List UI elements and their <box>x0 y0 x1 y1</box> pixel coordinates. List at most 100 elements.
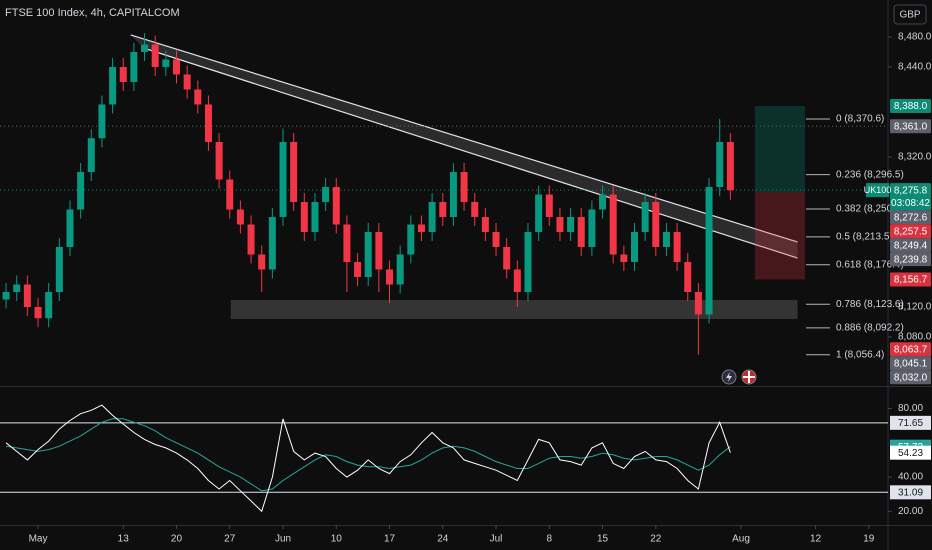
candle-body <box>34 306 42 319</box>
candle-body <box>694 291 702 315</box>
candle-body <box>311 201 319 232</box>
support-zone <box>230 300 798 319</box>
rsi-level-badge <box>890 485 931 500</box>
candle-body <box>535 194 543 232</box>
candle-body <box>417 224 425 232</box>
candle-body <box>55 246 63 292</box>
y-tick-label: 8,320.0 <box>898 152 932 163</box>
price-marker <box>890 119 931 134</box>
candle-body <box>609 194 617 255</box>
rsi-last-badge <box>890 445 931 460</box>
currency-label: GBP <box>899 10 920 21</box>
candle-body <box>705 186 713 315</box>
x-tick-label: Jul <box>490 534 503 545</box>
candle-body <box>66 209 74 247</box>
chart-title: FTSE 100 Index, 4h, CAPITALCOM <box>5 7 180 19</box>
x-tick-label: 24 <box>437 534 449 545</box>
fib-label: 0.5 (8,213.5) <box>836 232 893 243</box>
candle-body <box>684 261 692 292</box>
candle-body <box>407 224 415 255</box>
candle-body <box>673 231 681 262</box>
currency-box[interactable] <box>893 4 927 25</box>
candle-body <box>215 141 223 180</box>
candle-body <box>183 74 191 90</box>
price-marker <box>890 98 931 113</box>
candle-body <box>503 246 511 270</box>
price-marker <box>890 370 931 385</box>
candle-body <box>194 89 202 105</box>
x-tick-label: May <box>29 534 48 545</box>
candle-body <box>247 224 255 255</box>
fib-label: 0.618 (8,176.4) <box>836 259 904 270</box>
x-tick-label: 17 <box>384 534 396 545</box>
x-tick-label: 20 <box>171 534 183 545</box>
candle-body <box>588 209 596 247</box>
candle-body <box>45 291 53 319</box>
candle-body <box>268 216 276 270</box>
candle-body <box>23 284 31 307</box>
candle-body <box>119 66 127 82</box>
candle-body <box>162 59 170 67</box>
candle-body <box>577 216 585 247</box>
candle-body <box>599 194 607 210</box>
candle-body <box>151 44 159 67</box>
candle-body <box>567 216 575 232</box>
candle-body <box>439 201 447 217</box>
candle-body <box>77 171 85 210</box>
candle-body <box>545 194 553 217</box>
position-stop-zone <box>754 192 805 280</box>
rsi-level-badge <box>890 415 931 430</box>
rsi-tick-label: 80.00 <box>898 403 923 414</box>
candle-body <box>556 216 564 232</box>
price-marker-label: 8,272.6 <box>894 212 928 223</box>
candle-body <box>375 231 383 270</box>
rsi-level-label: 31.09 <box>898 487 923 498</box>
candle-body <box>109 66 117 105</box>
candle-body <box>141 44 149 52</box>
channel-fill <box>130 34 798 259</box>
candle-body <box>2 291 10 300</box>
x-tick-label: 27 <box>224 534 236 545</box>
candle-body <box>449 171 457 217</box>
candle-body <box>630 231 638 262</box>
rsi-line <box>5 404 731 513</box>
trend-line <box>143 47 798 259</box>
candle-body <box>471 201 479 217</box>
price-marker-label: 8,032.0 <box>894 372 928 383</box>
price-marker-label: 8,275.8 <box>894 185 928 196</box>
candle-body <box>322 186 330 202</box>
price-marker-label: 8,239.8 <box>894 254 928 265</box>
x-tick-label: 15 <box>597 534 609 545</box>
candle-body <box>98 104 106 139</box>
fib-label: 0.382 (8,250.6) <box>836 204 904 215</box>
candle-body <box>332 186 340 225</box>
candle-body <box>726 141 734 191</box>
x-tick-label: 8 <box>547 534 553 545</box>
price-marker-label: 8,388.0 <box>894 101 928 112</box>
countdown-label: 03:08:42 <box>891 198 930 209</box>
x-tick-label: 13 <box>118 534 130 545</box>
symbol-badge <box>866 183 889 198</box>
price-marker-label: 8,249.4 <box>894 240 928 251</box>
candle-body <box>428 201 436 232</box>
candle-body <box>258 254 266 270</box>
y-tick-label: 8,120.0 <box>898 302 932 313</box>
fib-label: 0.236 (8,296.5) <box>836 169 904 180</box>
price-marker <box>890 272 931 287</box>
candle-body <box>343 224 351 262</box>
candle-body <box>236 209 244 225</box>
candle-body <box>172 59 180 75</box>
candle-body <box>279 141 287 217</box>
candle-body <box>13 284 21 292</box>
x-tick-label: 12 <box>810 534 822 545</box>
fib-label: 0 (8,370.6) <box>836 114 884 125</box>
candle-body <box>386 269 394 285</box>
rsi-level-label: 71.65 <box>898 418 923 429</box>
rsi-tick-label: 20.00 <box>898 506 923 517</box>
candle-body <box>662 231 670 247</box>
candle-body <box>354 261 362 277</box>
candle-body <box>481 216 489 232</box>
price-marker <box>890 183 931 211</box>
